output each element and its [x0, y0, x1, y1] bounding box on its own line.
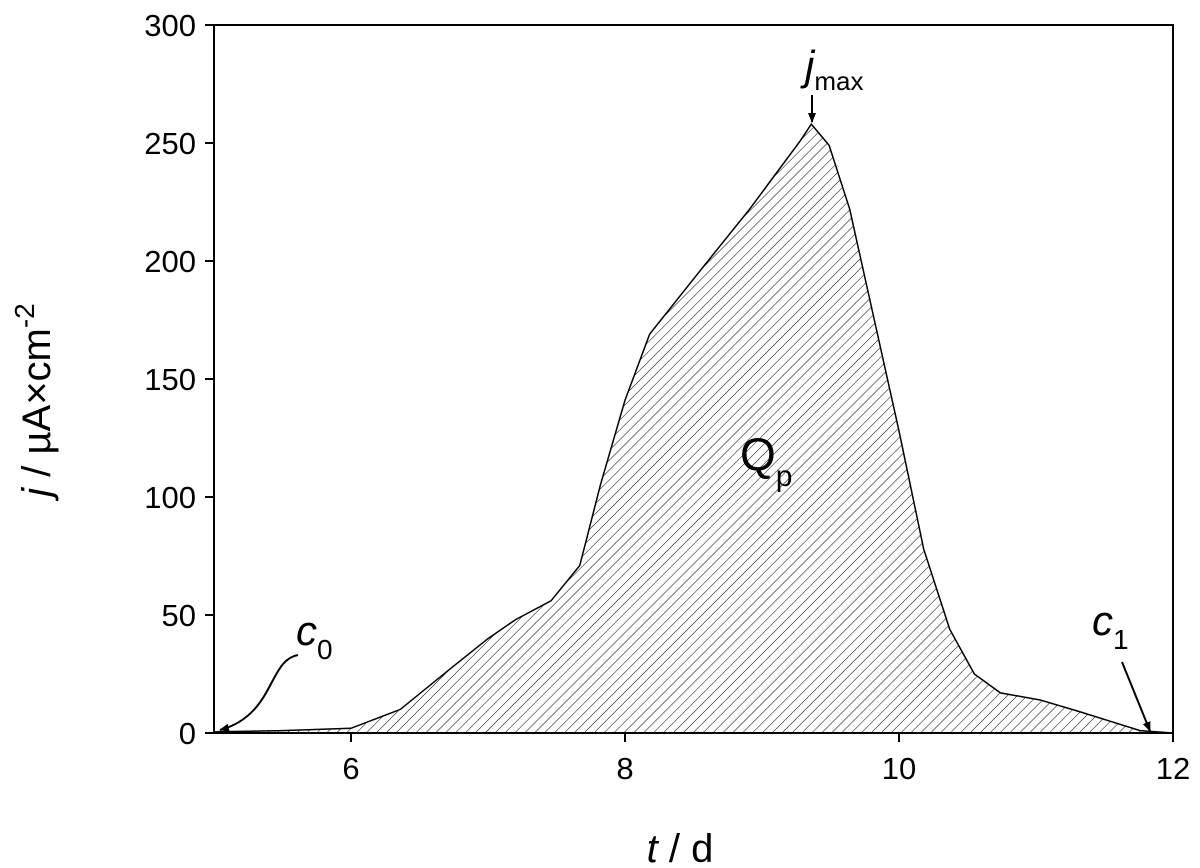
y-tick-label: 300: [144, 8, 196, 43]
y-tick-label: 250: [144, 126, 196, 161]
y-label-exponent: -2: [9, 303, 40, 328]
x-label-unit: / d: [658, 827, 714, 868]
annotation-subscript: p: [776, 460, 793, 493]
annotation-text: c: [1092, 597, 1113, 644]
y-tick-label: 0: [179, 716, 196, 751]
annotation-subscript: 1: [1113, 624, 1129, 655]
x-tick-label: 12: [1156, 751, 1190, 786]
annotation-text: Q: [740, 428, 776, 480]
annotation-jmax: jmax: [800, 42, 863, 96]
annotation-text: c: [296, 607, 317, 654]
area-fill: [214, 124, 1173, 734]
y-axis-label: j / µA×cm-2: [9, 303, 59, 502]
x-tick-label: 8: [616, 751, 633, 786]
x-label-symbol: t: [647, 827, 660, 868]
x-axis-label: t / d: [647, 827, 714, 868]
plot-area: [213, 122, 1174, 734]
annotation-arrow: [1121, 661, 1151, 732]
annotation-arrow: [219, 654, 299, 732]
annotation-qp: Qp: [740, 428, 792, 493]
annotation-c0: c0: [296, 607, 333, 665]
annotation-subscript: 0: [317, 634, 333, 665]
area-outline: [213, 122, 1174, 734]
y-tick-label: 100: [144, 480, 196, 515]
annotation-c1: c1: [1092, 597, 1129, 655]
x-tick-label: 6: [342, 751, 359, 786]
y-tick-label: 150: [144, 362, 196, 397]
y-label-unit: / µA×cm: [15, 328, 59, 488]
x-tick-label: 10: [882, 751, 916, 786]
y-tick-label: 50: [162, 598, 196, 633]
annotation-subscript: max: [814, 66, 863, 96]
y-label-symbol: j: [15, 487, 59, 502]
y-tick-label: 200: [144, 244, 196, 279]
